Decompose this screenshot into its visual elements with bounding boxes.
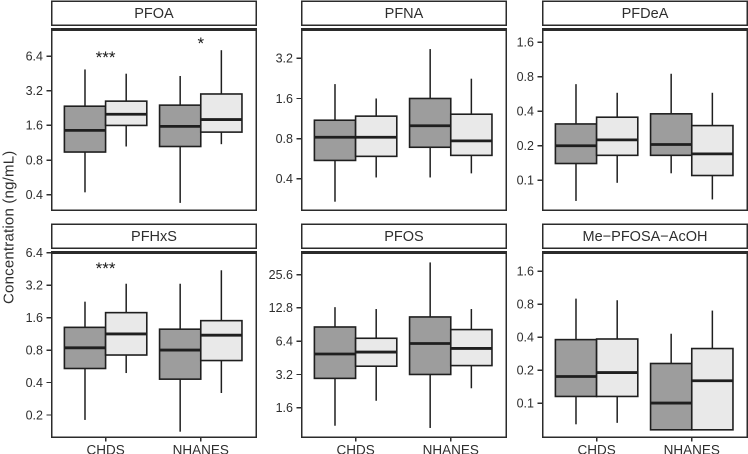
box-CHDS-dark-gray [313,119,357,162]
panel-title: PFOA [134,6,174,22]
y-tick-label: 1.6 [276,401,293,415]
panel-title: PFDeA [622,6,669,22]
y-tick-label: 0.2 [26,408,43,422]
y-tick-label: 1.6 [26,311,43,325]
x-tick-label-NHANES: NHANES [173,443,229,454]
y-tick-label: 1.6 [26,119,43,133]
significance-label: *** [96,259,116,278]
y-tick-label: 0.8 [517,70,534,84]
plot-area [542,28,748,211]
y-tick-label: 0.8 [517,298,534,312]
facet-strip [301,0,507,26]
y-tick-label: 0.1 [517,174,534,188]
panel-title: PFHxS [131,229,177,245]
panels-grid: PFOA 0.4 0.8 1.6 3.2 6.4 *** * PFNA 0.4 0.8 1.6 3.2 P… [16,0,748,454]
x-tick-label-CHDS: CHDS [577,443,615,454]
box-CHDS-dark-gray [554,338,598,398]
box-NHANES-dark-gray [158,328,202,380]
panel-PFOS: PFOS 1.6 3.2 6.4 12.8 25.6 CHDS NHANES [269,223,507,454]
facet-strip [51,0,257,26]
y-tick-label: 0.8 [276,132,293,146]
y-tick-label: 0.2 [517,139,534,153]
y-tick-label: 6.4 [26,246,43,260]
y-tick-label: 0.1 [517,396,534,410]
significance-label: *** [96,48,116,67]
y-tick-label: 3.2 [276,52,293,66]
facet-strip [542,0,748,26]
significance-label: * [197,34,204,53]
box-NHANES-dark-gray [649,113,693,157]
y-tick-label: 0.2 [517,363,534,377]
y-tick-label: 6.4 [276,334,293,348]
box-NHANES-light-gray [690,347,734,431]
y-tick-label: 3.2 [276,368,293,382]
box-NHANES-light-gray [199,319,243,362]
box-CHDS-light-gray [595,338,639,398]
box-NHANES-light-gray [199,93,243,133]
y-tick-label: 0.4 [517,105,534,119]
y-tick-label: 0.4 [517,330,534,344]
box-CHDS-dark-gray [554,123,598,165]
box-NHANES-dark-gray [408,316,452,376]
panel-PFNA: PFNA 0.4 0.8 1.6 3.2 [276,0,507,211]
panel-title: PFNA [385,6,424,22]
y-tick-label: 3.2 [26,84,43,98]
panel-PFHxS: PFHxS 0.2 0.4 0.8 1.6 3.2 6.4 *** CHDS NHANES [26,223,257,454]
facet-strip [301,223,507,249]
y-tick-label: 12.8 [269,301,293,315]
box-NHANES-dark-gray [649,362,693,431]
y-tick-label: 0.8 [26,153,43,167]
y-tick-label: 1.6 [517,36,534,50]
y-tick-label: 1.6 [517,265,534,279]
facet-strip [51,223,257,249]
y-tick-label: 0.4 [26,188,43,202]
facet-strip [542,223,748,249]
y-tick-label: 25.6 [269,268,293,282]
box-NHANES-light-gray [449,113,493,157]
x-tick-label-NHANES: NHANES [423,443,479,454]
panel-PFDeA: PFDeA 0.1 0.2 0.4 0.8 1.6 [517,0,748,211]
x-tick-label-CHDS: CHDS [86,443,124,454]
box-CHDS-light-gray [595,116,639,157]
box-NHANES-dark-gray [408,97,452,149]
y-tick-label: 0.4 [276,172,293,186]
panel-Me−PFOSA−AcOH: Me−PFOSA−AcOH 0.1 0.2 0.4 0.8 1.6 CHDS NHANES [517,223,748,454]
box-NHANES-light-gray [690,124,734,177]
x-tick-label-CHDS: CHDS [336,443,374,454]
panel-title: Me−PFOSA−AcOH [583,229,708,245]
y-tick-label: 3.2 [26,278,43,292]
x-tick-label-NHANES: NHANES [664,443,720,454]
y-tick-label: 6.4 [26,49,43,63]
panel-title: PFOS [384,229,423,245]
y-tick-label: 0.8 [26,343,43,357]
y-tick-label: 1.6 [276,92,293,106]
y-tick-label: 0.4 [26,376,43,390]
